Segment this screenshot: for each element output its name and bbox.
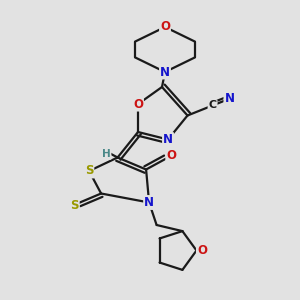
Text: N: N (144, 196, 154, 209)
Text: O: O (197, 244, 207, 257)
Text: S: S (85, 164, 93, 178)
Text: O: O (166, 149, 176, 162)
Text: H: H (102, 149, 111, 159)
Text: N: N (224, 92, 234, 105)
Text: N: N (160, 65, 170, 79)
Text: O: O (160, 20, 170, 34)
Text: O: O (133, 98, 143, 111)
Text: N: N (163, 133, 173, 146)
Text: C: C (208, 100, 217, 110)
Text: S: S (70, 199, 79, 212)
